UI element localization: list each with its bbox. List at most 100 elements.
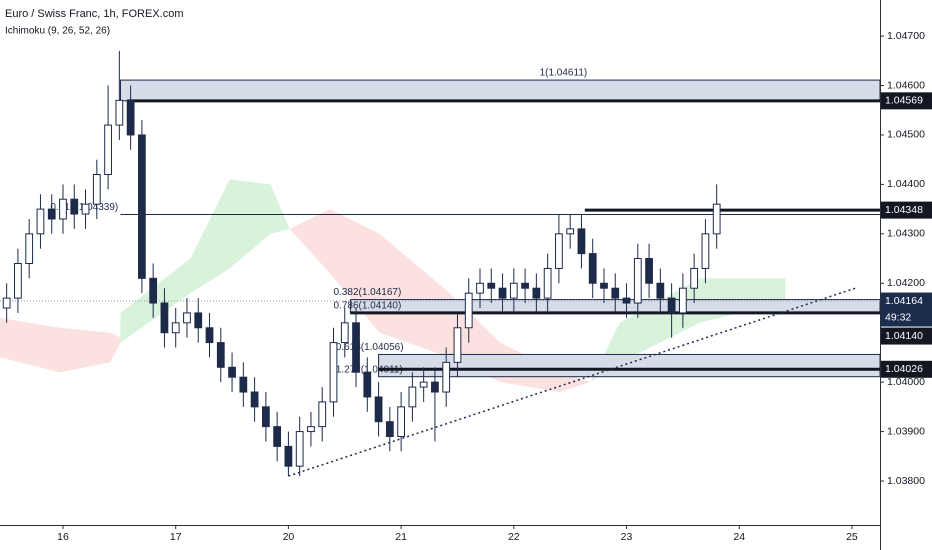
x-tick-label: 17 bbox=[170, 531, 182, 543]
price-tag-label: 1.04164 bbox=[885, 295, 923, 307]
candle-body bbox=[160, 302, 169, 334]
candle-body bbox=[194, 312, 203, 329]
candle-body bbox=[476, 282, 484, 294]
candle-body bbox=[690, 267, 699, 289]
y-tick-label: 1.04500 bbox=[887, 129, 925, 141]
x-tick-label: 22 bbox=[508, 531, 520, 543]
fib-label: 1.272(1.04011) bbox=[336, 364, 403, 375]
candle-body bbox=[532, 287, 541, 299]
candle-body bbox=[228, 366, 236, 378]
candle-body bbox=[126, 99, 135, 136]
candle-body bbox=[408, 386, 417, 408]
price-tag-label: 1.04026 bbox=[885, 363, 923, 375]
candle-body bbox=[250, 391, 259, 408]
candle-body bbox=[701, 233, 710, 269]
x-tick-label: 20 bbox=[283, 531, 295, 543]
candle-body bbox=[453, 327, 462, 363]
candle-body bbox=[622, 297, 631, 304]
candle-body bbox=[284, 445, 293, 467]
candle-body bbox=[14, 262, 22, 299]
price-tag bbox=[881, 292, 932, 327]
y-tick-label: 1.04400 bbox=[887, 178, 925, 190]
candle-body bbox=[216, 342, 225, 368]
candle-body bbox=[295, 431, 304, 467]
candle-body bbox=[633, 258, 642, 304]
candle-body bbox=[239, 376, 248, 393]
candle-body bbox=[521, 282, 529, 289]
candle-body bbox=[92, 174, 101, 205]
zone bbox=[119, 79, 881, 102]
candle-body bbox=[600, 282, 608, 289]
candle-body bbox=[385, 421, 394, 438]
price-tag-label: 1.04569 bbox=[885, 95, 923, 107]
y-tick-label: 1.04300 bbox=[887, 228, 925, 240]
time-axis-bg bbox=[0, 525, 880, 550]
x-tick-label: 23 bbox=[621, 531, 633, 543]
candle-body bbox=[656, 282, 665, 299]
candle-body bbox=[104, 124, 112, 176]
candle-body bbox=[588, 253, 597, 284]
candle-body bbox=[645, 258, 653, 284]
candle-body bbox=[329, 342, 338, 403]
price-tag bbox=[881, 92, 932, 110]
fib-label: 0.382(1.04167) bbox=[333, 287, 401, 298]
candle-body bbox=[374, 396, 383, 423]
candle-body bbox=[509, 282, 518, 299]
chart-title: Euro / Swiss Franc, 1h, FOREX.com bbox=[5, 8, 184, 20]
candle-body bbox=[431, 381, 439, 393]
fib-label: 0.786(1.04140) bbox=[333, 301, 401, 312]
y-tick-label: 1.04600 bbox=[887, 79, 925, 91]
candle-body bbox=[712, 203, 721, 235]
y-tick-label: 1.04700 bbox=[887, 30, 925, 42]
candle-body bbox=[149, 277, 158, 304]
price-tag bbox=[881, 201, 932, 219]
candle-body bbox=[611, 287, 620, 299]
candle-body bbox=[36, 208, 45, 235]
candle-body bbox=[47, 208, 56, 220]
x-tick-label: 25 bbox=[846, 531, 858, 543]
candle-body bbox=[464, 292, 473, 329]
fib-label: 0.618(1.04056) bbox=[336, 342, 404, 353]
candle-body bbox=[363, 371, 372, 398]
x-tick-label: 16 bbox=[57, 531, 69, 543]
y-tick-label: 1.04000 bbox=[887, 376, 925, 388]
candle-body bbox=[555, 233, 563, 269]
candle-body bbox=[352, 322, 360, 373]
x-tick-label: 24 bbox=[733, 531, 745, 543]
candle-body bbox=[273, 426, 282, 447]
x-tick-label: 21 bbox=[395, 531, 407, 543]
price-tag-label: 1.04140 bbox=[885, 330, 923, 342]
candle-body bbox=[171, 322, 180, 334]
y-tick-label: 1.03900 bbox=[887, 425, 925, 437]
candle-body bbox=[205, 327, 214, 344]
ichimoku-cloud bbox=[0, 317, 121, 373]
countdown-label: 49:32 bbox=[885, 311, 911, 323]
ichimoku-cloud bbox=[120, 179, 290, 343]
candle-body bbox=[307, 426, 315, 433]
price-tag-label: 1.04348 bbox=[885, 204, 923, 216]
candle-body bbox=[70, 198, 79, 215]
candle-body bbox=[442, 361, 451, 393]
fib-label: 1(1.04611) bbox=[540, 68, 588, 79]
candle-body bbox=[115, 99, 124, 126]
candle-body bbox=[25, 233, 34, 264]
candle-body bbox=[487, 282, 496, 289]
candle-body bbox=[543, 267, 552, 299]
candle-body bbox=[2, 297, 11, 309]
candle-body bbox=[138, 134, 146, 279]
candle-body bbox=[318, 401, 327, 428]
candle-body bbox=[498, 287, 507, 299]
candle-body bbox=[397, 406, 405, 438]
candle-body bbox=[678, 287, 687, 314]
price-tag bbox=[881, 327, 932, 345]
price-tag bbox=[881, 360, 932, 378]
candle-body bbox=[566, 228, 575, 235]
y-tick-label: 1.03800 bbox=[887, 475, 925, 487]
candle-body bbox=[419, 381, 428, 388]
candle-body bbox=[183, 312, 191, 324]
candle-body bbox=[667, 297, 676, 314]
candle-body bbox=[59, 198, 67, 220]
indicator-label: Ichimoku (9, 26, 52, 26) bbox=[5, 26, 110, 37]
y-tick-label: 1.04200 bbox=[887, 277, 925, 289]
